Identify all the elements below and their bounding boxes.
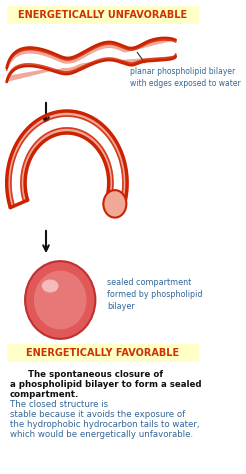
Polygon shape <box>7 44 176 76</box>
Text: planar phospholipid bilayer
with edges exposed to water: planar phospholipid bilayer with edges e… <box>130 67 240 88</box>
Ellipse shape <box>25 261 95 339</box>
Text: ENERGETICALLY FAVORABLE: ENERGETICALLY FAVORABLE <box>26 348 179 358</box>
Ellipse shape <box>42 280 59 292</box>
Text: The spontaneous closure of: The spontaneous closure of <box>29 370 164 379</box>
FancyBboxPatch shape <box>7 344 199 362</box>
Polygon shape <box>7 38 176 82</box>
FancyBboxPatch shape <box>7 6 199 24</box>
Text: the hydrophobic hydrocarbon tails to water,: the hydrophobic hydrocarbon tails to wat… <box>10 420 200 429</box>
Text: The closed structure is: The closed structure is <box>10 400 108 409</box>
Polygon shape <box>12 117 122 206</box>
Text: ENERGETICALLY UNFAVORABLE: ENERGETICALLY UNFAVORABLE <box>18 10 187 20</box>
Ellipse shape <box>34 271 87 329</box>
Text: compartment.: compartment. <box>10 390 79 399</box>
Text: stable because it avoids the exposure of: stable because it avoids the exposure of <box>10 410 185 419</box>
Text: a phospholipid bilayer to form a sealed: a phospholipid bilayer to form a sealed <box>10 380 201 389</box>
Ellipse shape <box>103 190 126 218</box>
Text: which would be energetically unfavorable.: which would be energetically unfavorable… <box>10 430 193 439</box>
Text: sealed compartment
formed by phospholipid
bilayer: sealed compartment formed by phospholipi… <box>107 278 202 310</box>
Polygon shape <box>7 111 127 208</box>
